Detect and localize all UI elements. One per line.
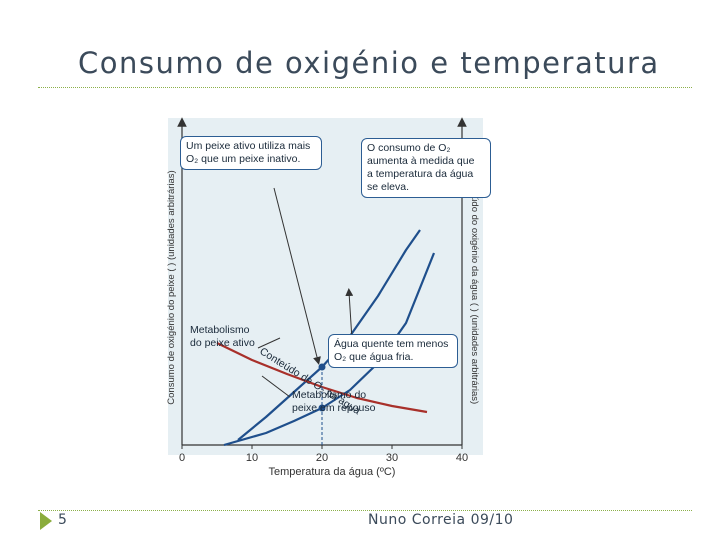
- callout-warm-water-line-1: Água quente tem menos: [334, 338, 449, 350]
- callout-consumption-rise: O consumo de O₂ aumenta à medida que a t…: [361, 138, 491, 198]
- pointer-active-fish: [273, 187, 321, 365]
- callout-active-fish-line-1: Um peixe ativo utiliza mais: [186, 140, 311, 152]
- label-rest-metabolism-line-2: peixe em repouso: [292, 402, 376, 414]
- pointer-active-label: [257, 337, 281, 349]
- label-rest-metabolism-line-1: Metabolismo do: [292, 389, 367, 401]
- label-rest-metabolism: Metabolismo do peixe em repouso: [292, 389, 375, 415]
- footer-arrow-icon: [40, 512, 52, 530]
- slide-number: 5: [58, 512, 67, 528]
- x-tick-label-10: 10: [246, 452, 258, 464]
- callout-consumption-rise-line-1: O consumo de O₂: [367, 142, 451, 154]
- right-y-axis-label: Conteúdo do oxigénio da água ( ) (unidad…: [469, 171, 480, 404]
- callout-consumption-rise-line-4: se eleva.: [367, 181, 410, 193]
- slide-footer: Nuno Correia 09/10: [368, 512, 514, 528]
- pointer-warm-water: [345, 288, 354, 341]
- label-active-metabolism-line-2: do peixe ativo: [190, 337, 255, 349]
- label-active-metabolism: Metabolismo do peixe ativo: [190, 324, 255, 350]
- left-y-axis-label: Consumo de oxigénio do peixe ( ) (unidad…: [166, 170, 177, 404]
- x-tick-label-30: 30: [386, 452, 398, 464]
- title-divider: [38, 87, 692, 88]
- data-point-1: [318, 363, 326, 371]
- series-line-2: [223, 252, 436, 447]
- x-tick-label-20: 20: [316, 452, 328, 464]
- callout-warm-water-line-2: O₂ que água fria.: [334, 351, 414, 363]
- temperature-oxygen-chart: 0 10 20 30 40 Temperatura da água (ºC) Consumo…: [150, 110, 495, 490]
- callout-active-fish-line-2: O₂ que um peixe inativo.: [186, 153, 301, 165]
- callout-active-fish: Um peixe ativo utiliza mais O₂ que um pe…: [180, 136, 322, 170]
- x-tick-label-0: 0: [179, 452, 185, 464]
- slide-title: Consumo de oxigénio e temperatura: [78, 46, 660, 80]
- callout-consumption-rise-line-2: aumenta à medida que: [367, 155, 475, 167]
- callout-warm-water: Água quente tem menos O₂ que água fria.: [328, 334, 458, 368]
- callout-consumption-rise-line-3: a temperatura da água: [367, 168, 474, 180]
- footer-divider: [38, 510, 692, 511]
- data-point-2: [318, 404, 326, 412]
- pointer-rest-label: [261, 375, 291, 398]
- label-active-metabolism-line-1: Metabolismo: [190, 324, 250, 336]
- x-tick-label-40: 40: [456, 452, 468, 464]
- x-axis-label: Temperatura da água (ºC): [269, 466, 396, 478]
